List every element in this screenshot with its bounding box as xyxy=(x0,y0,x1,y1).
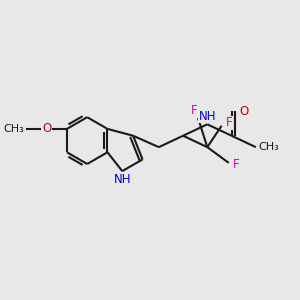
Text: F: F xyxy=(225,116,232,129)
Text: NH: NH xyxy=(113,173,131,186)
Text: F: F xyxy=(232,158,239,171)
Text: O: O xyxy=(240,105,249,118)
Text: CH₃: CH₃ xyxy=(259,142,279,152)
Text: O: O xyxy=(42,122,51,135)
Text: CH₃: CH₃ xyxy=(3,124,24,134)
Text: F: F xyxy=(191,104,198,117)
Text: NH: NH xyxy=(199,110,216,123)
